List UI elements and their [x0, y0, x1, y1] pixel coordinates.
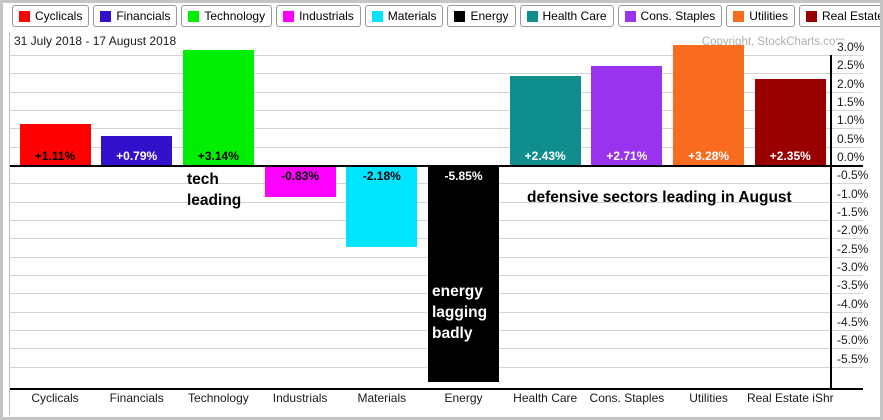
legend-swatch-icon — [733, 10, 745, 22]
legend-swatch-icon — [526, 10, 538, 22]
bar-cyclicals[interactable]: +1.11% — [19, 124, 91, 165]
bar-materials[interactable]: -2.18% — [346, 167, 418, 247]
x-label-technology: Technology — [188, 391, 249, 405]
y-tick-label: -3.0% — [835, 260, 869, 274]
y-tick-label: -2.0% — [835, 223, 869, 238]
bar-technology[interactable]: +3.14% — [182, 49, 254, 165]
zero-line — [10, 165, 863, 167]
x-label-real-estate-ishr: Real Estate iShr — [746, 391, 834, 405]
bottom-axis-line — [10, 388, 863, 390]
bar-value-label: +2.35% — [769, 148, 811, 163]
x-label-materials: Materials — [357, 391, 407, 405]
legend-swatch-icon — [624, 10, 636, 22]
bar-industrials[interactable]: -0.83% — [264, 167, 336, 198]
y-tick-label: 1.5% — [835, 94, 865, 109]
bar-value-label: +3.14% — [197, 149, 239, 163]
y-tick-label: -4.5% — [835, 315, 869, 329]
legend-item-label: Energy — [470, 9, 509, 23]
x-label-cyclicals: Cyclicals — [31, 391, 79, 405]
legend: Cyclicals Financials Technology Industrials… — [12, 5, 883, 27]
bar-value-label: +2.71% — [606, 148, 648, 163]
bar-health-care[interactable]: +2.43% — [509, 75, 581, 165]
legend-item-cons-staples[interactable]: Cons. Staples — [617, 5, 723, 27]
y-tick-label: -4.0% — [835, 296, 869, 311]
y-tick-label: 3.0% — [835, 40, 865, 54]
legend-item-technology[interactable]: Technology — [181, 5, 273, 27]
legend-item-utilities[interactable]: Utilities — [726, 5, 795, 27]
bar-value-label: -2.18% — [362, 169, 401, 183]
bar-value-label: -0.83% — [281, 169, 320, 183]
legend-item-label: Materials — [387, 9, 437, 23]
legend-swatch-icon — [283, 10, 295, 22]
x-label-industrials: Industrials — [272, 391, 328, 405]
bar-real-estate-ishr[interactable]: +2.35% — [754, 78, 826, 165]
y-tick-label: 2.0% — [835, 76, 865, 91]
legend-swatch-icon — [454, 10, 466, 22]
legend-item-label: Cyclicals — [35, 9, 83, 23]
y-tick-label: -3.5% — [835, 278, 869, 293]
bar-cons-staples[interactable]: +2.71% — [591, 65, 663, 165]
x-label-health-care: Health Care — [513, 391, 578, 405]
y-tick-label: -5.0% — [835, 333, 869, 348]
y-tick-label: 0.5% — [835, 131, 865, 146]
gridline — [10, 128, 863, 130]
bar-value-label: +0.79% — [116, 148, 158, 163]
annotation-defensive-leading: defensive sectors leading in August — [527, 189, 792, 206]
legend-item-industrials[interactable]: Industrials — [276, 5, 361, 27]
y-tick-label: 0.0% — [835, 150, 865, 164]
y-tick-label: -1.0% — [835, 186, 869, 201]
legend-item-energy[interactable]: Energy — [447, 5, 516, 27]
y-tick-label: -5.5% — [835, 351, 869, 366]
legend-item-health-care[interactable]: Health Care — [519, 5, 614, 27]
bar-energy[interactable]: -5.85% — [428, 167, 499, 382]
legend-item-real-estate-ishr[interactable]: Real Estate iShr — [798, 5, 883, 27]
bar-financials[interactable]: +0.79% — [101, 136, 173, 165]
y-tick-label: -0.5% — [835, 168, 869, 183]
plot-area[interactable]: 3.0% 2.5% 2.0% 1.5% 1.0% 0.5% 0.0% -0.5% -1.0% -1… — [10, 40, 876, 390]
bar-value-label: +1.11% — [34, 148, 76, 163]
legend-swatch-icon — [19, 10, 30, 22]
legend-swatch-icon — [188, 10, 200, 22]
annotation-tech-leading: tech leading — [187, 171, 242, 209]
gridline — [10, 73, 863, 75]
legend-item-label: Health Care — [542, 9, 607, 23]
legend-item-label: Real Estate iShr — [821, 9, 883, 23]
gridline — [10, 55, 863, 56]
legend-swatch-icon — [371, 10, 383, 22]
legend-swatch-icon — [100, 10, 112, 22]
x-label-energy: Energy — [444, 391, 483, 405]
bar-value-label: +2.43% — [524, 148, 566, 163]
right-axis-line — [830, 55, 832, 390]
x-axis-labels: Cyclicals Financials Technology Industrials… — [10, 391, 876, 413]
y-tick-label: -2.5% — [835, 241, 869, 256]
bar-utilities[interactable]: +3.28% — [673, 44, 745, 165]
legend-item-materials[interactable]: Materials — [364, 5, 444, 27]
x-label-financials: Financials — [109, 391, 164, 405]
legend-item-financials[interactable]: Financials — [93, 5, 178, 27]
legend-item-label: Technology — [204, 9, 266, 23]
legend-swatch-icon — [805, 10, 817, 22]
y-tick-label: -1.5% — [835, 205, 869, 219]
bar-value-label: -5.85% — [444, 169, 483, 183]
legend-item-label: Utilities — [749, 9, 788, 23]
annotation-energy-lagging: energy lagging badly — [432, 283, 488, 342]
gridline — [10, 109, 863, 111]
y-tick-label: 1.0% — [835, 113, 865, 128]
plot-left-border — [9, 32, 10, 415]
gridline — [10, 146, 863, 148]
legend-item-label: Financials — [116, 9, 171, 23]
legend-item-label: Cons. Staples — [640, 9, 716, 23]
x-label-utilities: Utilities — [689, 391, 728, 405]
date-range-title: 31 July 2018 - 17 August 2018 — [14, 34, 177, 48]
bar-value-label: +3.28% — [688, 149, 730, 163]
y-tick-label: 2.5% — [835, 58, 865, 73]
legend-item-cyclicals[interactable]: Cyclicals — [12, 5, 90, 27]
legend-item-label: Industrials — [299, 9, 354, 23]
x-label-cons-staples: Cons. Staples — [589, 391, 665, 405]
gridline — [10, 91, 863, 93]
